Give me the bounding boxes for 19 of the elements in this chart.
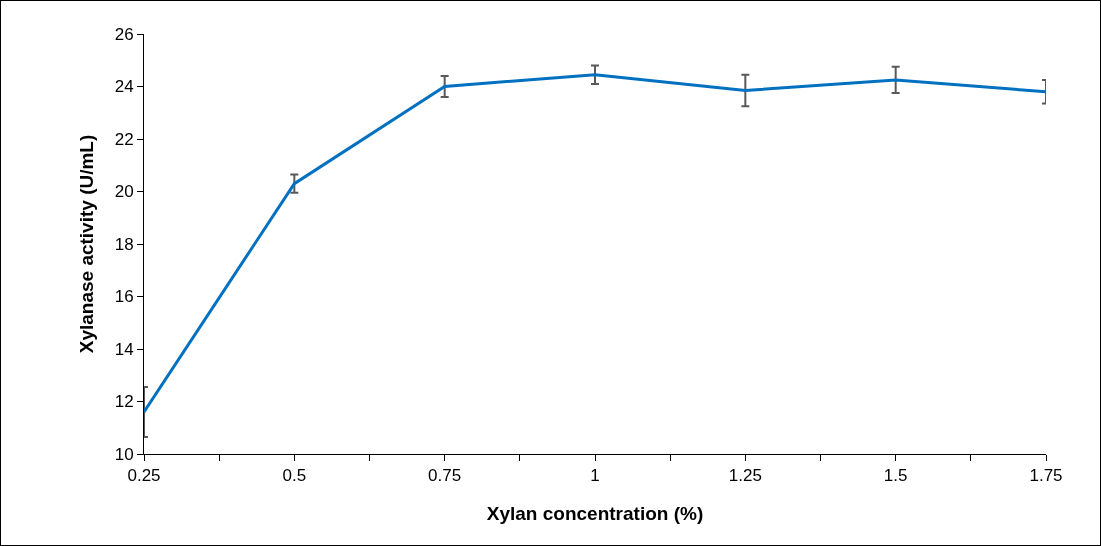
x-tick-label: 0.25: [127, 466, 161, 486]
y-tick-label: 18: [114, 234, 134, 254]
y-tick-label: 26: [114, 24, 134, 44]
y-tick-label: 10: [114, 444, 134, 464]
x-tick-label: 0.75: [428, 466, 462, 486]
y-tick-label: 16: [114, 287, 134, 307]
x-axis-title: Xylan concentration (%): [486, 503, 704, 525]
x-tick-label: 1.25: [728, 466, 762, 486]
y-tick-label: 12: [114, 392, 134, 412]
y-tick-label: 24: [114, 77, 134, 97]
y-tick-label: 14: [114, 339, 134, 359]
x-tick-label: 1.75: [1029, 466, 1063, 486]
y-axis-title: Xylanase activity (U/mL): [75, 134, 97, 354]
y-tick-label: 20: [114, 182, 134, 202]
x-tick-label: 0.5: [282, 466, 307, 486]
x-tick-label: 1.5: [883, 466, 908, 486]
y-tick-label: 22: [114, 129, 134, 149]
x-tick-label: 1: [590, 466, 600, 486]
line-series: [144, 73, 1046, 414]
